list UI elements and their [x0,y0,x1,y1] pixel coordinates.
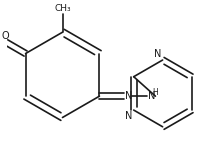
Text: N: N [125,111,133,121]
Text: N: N [148,91,156,101]
Text: N: N [125,91,133,101]
Text: CH₃: CH₃ [54,4,71,13]
Text: O: O [1,32,9,41]
Text: H: H [152,88,158,97]
Text: N: N [154,49,162,59]
